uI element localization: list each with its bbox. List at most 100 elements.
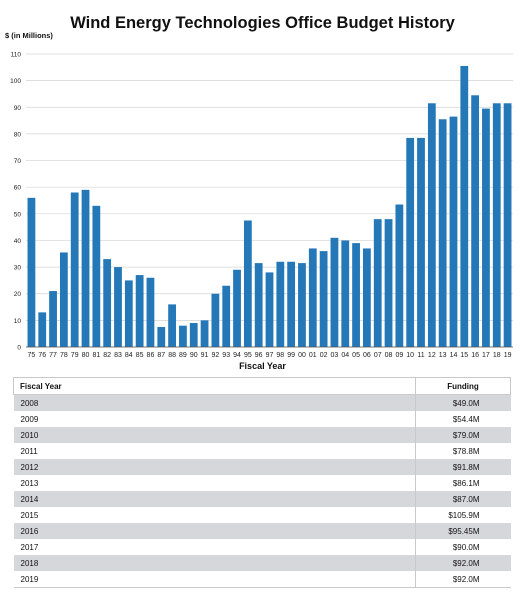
bar-fy01 xyxy=(308,248,317,347)
x-tick-label: 88 xyxy=(168,352,176,359)
y-tick-labels: 0 10 20 30 40 50 60 70 80 90 100 110 xyxy=(10,52,21,352)
bar-fy75 xyxy=(27,197,36,347)
bar-fy08 xyxy=(384,219,393,347)
funding-table: Fiscal Year Funding 2008 $49.0M 2009 $54.4M… xyxy=(13,377,511,588)
x-tick-label: 77 xyxy=(49,352,57,359)
cell-funding: $86.1M xyxy=(452,478,480,488)
x-tick-label: 14 xyxy=(450,352,458,359)
bar-fy18 xyxy=(492,103,501,347)
cell-funding: $54.4M xyxy=(452,414,480,424)
bar-fy06 xyxy=(363,248,371,347)
cell-funding: $78.8M xyxy=(452,446,480,456)
cell-funding: $91.8M xyxy=(415,459,511,475)
x-axis-label: Fiscal Year xyxy=(239,361,286,371)
bar-fy81 xyxy=(92,205,101,347)
x-tick-label: 95 xyxy=(244,352,252,359)
y-tick-label: 10 xyxy=(14,318,22,325)
y-tick-label: 40 xyxy=(14,238,22,245)
cell-fiscal-year: 2011 xyxy=(13,443,416,459)
bar-fy11 xyxy=(417,137,425,347)
x-tick-label: 02 xyxy=(320,352,328,359)
bar-fy13 xyxy=(438,119,447,347)
cell-funding: $105.9M xyxy=(448,510,480,520)
bar-fy87 xyxy=(157,327,166,347)
x-tick-label: 11 xyxy=(417,352,424,359)
bar-fy90 xyxy=(189,323,198,347)
y-axis-label: $ (in Millions) xyxy=(5,31,53,40)
x-tick-label: 91 xyxy=(201,352,209,359)
x-tick-label: 10 xyxy=(406,352,414,359)
x-tick-label: 92 xyxy=(211,352,219,359)
bar-fy79 xyxy=(70,192,79,347)
bar-fy83 xyxy=(114,267,122,347)
x-tick-label: 19 xyxy=(504,352,512,359)
x-tick-label: 97 xyxy=(266,352,274,359)
x-tick-label: 80 xyxy=(82,352,90,359)
table-row: 2019 $92.0M xyxy=(13,571,511,588)
x-tick-label: 86 xyxy=(147,352,155,359)
table-header-row: Fiscal Year Funding xyxy=(13,377,511,395)
cell-funding: $95.45M xyxy=(415,523,511,539)
cell-fiscal-year: 2012 xyxy=(13,459,416,475)
x-tick-label: 18 xyxy=(493,352,501,359)
bar-fy92 xyxy=(211,293,220,347)
table-row: 2008 $49.0M xyxy=(13,394,511,411)
x-tick-label: 03 xyxy=(331,352,339,359)
bar-fy05 xyxy=(352,243,360,347)
bar-fy03 xyxy=(330,237,339,347)
x-tick-label: 79 xyxy=(71,352,79,359)
bar-fy76 xyxy=(38,312,47,347)
x-tick-label: 08 xyxy=(385,352,393,359)
cell-funding: $92.0M xyxy=(415,555,511,571)
x-tick-label: 94 xyxy=(233,352,241,359)
y-tick-label: 60 xyxy=(14,185,22,192)
x-tick-label: 15 xyxy=(460,352,468,359)
x-tick-label: 84 xyxy=(125,352,133,359)
x-tick-label: 76 xyxy=(38,352,46,359)
table-row: 2013 $86.1M xyxy=(13,475,511,491)
x-tick-label: 83 xyxy=(114,352,122,359)
cell-fiscal-year: 2018 xyxy=(13,555,416,571)
y-tick-label: 30 xyxy=(14,265,22,272)
x-tick-labels: 75 76 77 78 79 80 81 82 83 84 85 86 87 88 89 90 91 92 93 94… xyxy=(28,352,512,359)
cell-funding: $87.0M xyxy=(415,491,511,507)
x-tick-label: 98 xyxy=(276,352,284,359)
y-tick-label: 90 xyxy=(14,105,22,112)
x-tick-label: 81 xyxy=(92,352,100,359)
x-tick-label: 01 xyxy=(309,352,317,359)
x-tick-label: 89 xyxy=(179,352,187,359)
bar-fy78 xyxy=(59,252,68,347)
table-row: 2018 $92.0M xyxy=(13,555,511,571)
bar-fy98 xyxy=(276,261,285,347)
x-tick-label: 93 xyxy=(222,352,230,359)
bar-fy00 xyxy=(298,263,306,347)
bar-fy07 xyxy=(373,219,382,347)
x-tick-label: 90 xyxy=(190,352,198,359)
x-tick-label: 06 xyxy=(363,352,371,359)
x-tick-label: 00 xyxy=(298,352,306,359)
cell-funding: $90.0M xyxy=(452,542,480,552)
cell-funding: $49.0M xyxy=(415,394,511,411)
bar-fy16 xyxy=(471,95,480,347)
cell-funding: $79.0M xyxy=(415,427,511,443)
table-row: 2010 $79.0M xyxy=(13,427,511,443)
y-tick-label: 20 xyxy=(14,291,22,298)
bar-fy77 xyxy=(49,291,57,347)
x-tick-label: 07 xyxy=(374,352,382,359)
y-tick-label: 110 xyxy=(11,52,22,59)
table-row: 2017 $90.0M xyxy=(13,539,511,555)
cell-fiscal-year: 2017 xyxy=(13,539,416,555)
bars xyxy=(27,65,512,348)
table-row: 2014 $87.0M xyxy=(13,491,511,507)
table-row: 2011 $78.8M xyxy=(13,443,511,459)
table-row: 2015 $105.9M xyxy=(13,507,511,523)
cell-fiscal-year: 2015 xyxy=(13,507,416,523)
table-row: 2016 $95.45M xyxy=(13,523,511,539)
bar-fy97 xyxy=(265,272,274,347)
bar-fy19 xyxy=(503,103,512,347)
x-tick-label: 96 xyxy=(255,352,263,359)
y-tick-label: 0 xyxy=(17,345,21,352)
header-fiscal-year: Fiscal Year xyxy=(13,377,416,395)
x-tick-label: 75 xyxy=(28,352,36,359)
x-tick-label: 99 xyxy=(287,352,295,359)
